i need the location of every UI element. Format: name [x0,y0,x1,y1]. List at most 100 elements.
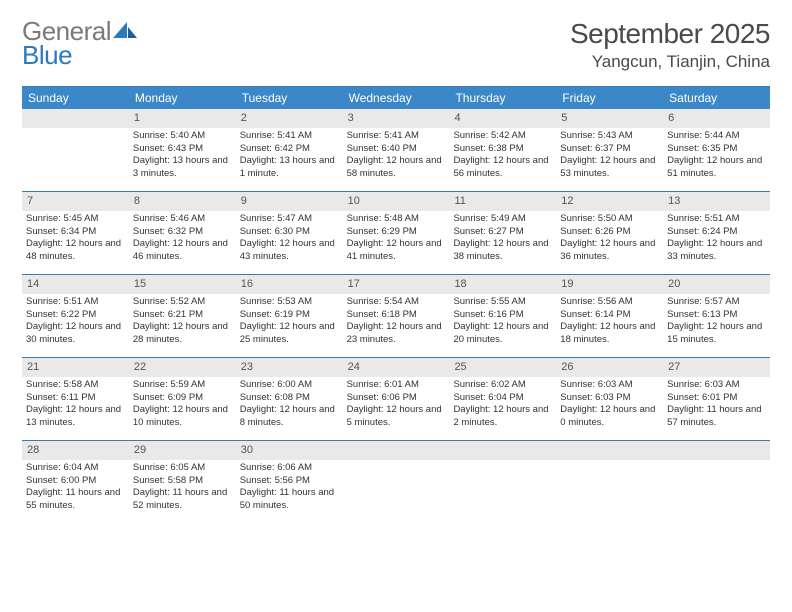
day-number: 26 [556,358,663,377]
daylight-line: Daylight: 12 hours and 5 minutes. [347,404,446,430]
sunset-line: Sunset: 6:40 PM [347,143,446,156]
daylight-line: Daylight: 12 hours and 2 minutes. [453,404,552,430]
page-header: GeneralBlue September 2025 Yangcun, Tian… [22,18,770,72]
day-details: Sunrise: 5:43 AMSunset: 6:37 PMDaylight:… [556,128,663,187]
day-number: 6 [663,109,770,128]
day-number: 14 [22,275,129,294]
day-details: Sunrise: 5:45 AMSunset: 6:34 PMDaylight:… [22,211,129,270]
sunrise-line: Sunrise: 5:44 AM [667,130,766,143]
day-number: 18 [449,275,556,294]
day-number: 20 [663,275,770,294]
sunset-line: Sunset: 6:13 PM [667,309,766,322]
daylight-line: Daylight: 12 hours and 8 minutes. [240,404,339,430]
empty-day [22,109,129,191]
calendar: SundayMondayTuesdayWednesdayThursdayFrid… [22,86,770,523]
day-5: 5Sunrise: 5:43 AMSunset: 6:37 PMDaylight… [556,109,663,191]
sunset-line: Sunset: 6:26 PM [560,226,659,239]
day-21: 21Sunrise: 5:58 AMSunset: 6:11 PMDayligh… [22,358,129,440]
day-details: Sunrise: 5:41 AMSunset: 6:40 PMDaylight:… [343,128,450,187]
sunrise-line: Sunrise: 5:46 AM [133,213,232,226]
sunset-line: Sunset: 6:34 PM [26,226,125,239]
day-details: Sunrise: 6:06 AMSunset: 5:56 PMDaylight:… [236,460,343,519]
dow-friday: Friday [556,87,663,109]
empty-day [663,441,770,523]
week-row: 21Sunrise: 5:58 AMSunset: 6:11 PMDayligh… [22,358,770,441]
day-27: 27Sunrise: 6:03 AMSunset: 6:01 PMDayligh… [663,358,770,440]
sunset-line: Sunset: 6:09 PM [133,392,232,405]
daylight-line: Daylight: 11 hours and 52 minutes. [133,487,232,513]
day-details: Sunrise: 5:53 AMSunset: 6:19 PMDaylight:… [236,294,343,353]
day-number [22,109,129,128]
sunset-line: Sunset: 6:38 PM [453,143,552,156]
daylight-line: Daylight: 12 hours and 10 minutes. [133,404,232,430]
day-25: 25Sunrise: 6:02 AMSunset: 6:04 PMDayligh… [449,358,556,440]
sunrise-line: Sunrise: 5:41 AM [240,130,339,143]
day-details: Sunrise: 5:57 AMSunset: 6:13 PMDaylight:… [663,294,770,353]
day-details: Sunrise: 6:05 AMSunset: 5:58 PMDaylight:… [129,460,236,519]
dow-wednesday: Wednesday [343,87,450,109]
day-number: 9 [236,192,343,211]
daylight-line: Daylight: 12 hours and 15 minutes. [667,321,766,347]
day-details: Sunrise: 5:58 AMSunset: 6:11 PMDaylight:… [22,377,129,436]
empty-day [343,441,450,523]
sunrise-line: Sunrise: 5:41 AM [347,130,446,143]
sunset-line: Sunset: 6:22 PM [26,309,125,322]
day-11: 11Sunrise: 5:49 AMSunset: 6:27 PMDayligh… [449,192,556,274]
daylight-line: Daylight: 12 hours and 41 minutes. [347,238,446,264]
day-details: Sunrise: 5:49 AMSunset: 6:27 PMDaylight:… [449,211,556,270]
day-number: 24 [343,358,450,377]
sunrise-line: Sunrise: 6:06 AM [240,462,339,475]
day-19: 19Sunrise: 5:56 AMSunset: 6:14 PMDayligh… [556,275,663,357]
daylight-line: Daylight: 12 hours and 58 minutes. [347,155,446,181]
day-6: 6Sunrise: 5:44 AMSunset: 6:35 PMDaylight… [663,109,770,191]
sunrise-line: Sunrise: 5:57 AM [667,296,766,309]
sunrise-line: Sunrise: 5:59 AM [133,379,232,392]
day-number [343,441,450,460]
sunset-line: Sunset: 6:01 PM [667,392,766,405]
week-row: 28Sunrise: 6:04 AMSunset: 6:00 PMDayligh… [22,441,770,523]
daylight-line: Daylight: 12 hours and 48 minutes. [26,238,125,264]
day-details: Sunrise: 5:40 AMSunset: 6:43 PMDaylight:… [129,128,236,187]
day-number: 29 [129,441,236,460]
daylight-line: Daylight: 12 hours and 36 minutes. [560,238,659,264]
title-block: September 2025 Yangcun, Tianjin, China [570,18,770,72]
sunrise-line: Sunrise: 5:51 AM [26,296,125,309]
day-number: 21 [22,358,129,377]
title-location: Yangcun, Tianjin, China [570,52,770,72]
day-number: 10 [343,192,450,211]
day-26: 26Sunrise: 6:03 AMSunset: 6:03 PMDayligh… [556,358,663,440]
day-20: 20Sunrise: 5:57 AMSunset: 6:13 PMDayligh… [663,275,770,357]
daylight-line: Daylight: 12 hours and 30 minutes. [26,321,125,347]
sunrise-line: Sunrise: 5:54 AM [347,296,446,309]
sunset-line: Sunset: 6:18 PM [347,309,446,322]
sunset-line: Sunset: 6:14 PM [560,309,659,322]
day-18: 18Sunrise: 5:55 AMSunset: 6:16 PMDayligh… [449,275,556,357]
day-3: 3Sunrise: 5:41 AMSunset: 6:40 PMDaylight… [343,109,450,191]
daylight-line: Daylight: 12 hours and 28 minutes. [133,321,232,347]
day-10: 10Sunrise: 5:48 AMSunset: 6:29 PMDayligh… [343,192,450,274]
daylight-line: Daylight: 12 hours and 20 minutes. [453,321,552,347]
brand-part2: Blue [22,42,139,68]
day-number: 30 [236,441,343,460]
day-details: Sunrise: 6:04 AMSunset: 6:00 PMDaylight:… [22,460,129,519]
day-details: Sunrise: 5:59 AMSunset: 6:09 PMDaylight:… [129,377,236,436]
day-details: Sunrise: 5:56 AMSunset: 6:14 PMDaylight:… [556,294,663,353]
day-details: Sunrise: 5:41 AMSunset: 6:42 PMDaylight:… [236,128,343,187]
sunset-line: Sunset: 5:56 PM [240,475,339,488]
daylight-line: Daylight: 12 hours and 13 minutes. [26,404,125,430]
day-number [556,441,663,460]
sunrise-line: Sunrise: 5:43 AM [560,130,659,143]
daylight-line: Daylight: 12 hours and 18 minutes. [560,321,659,347]
daylight-line: Daylight: 12 hours and 56 minutes. [453,155,552,181]
day-1: 1Sunrise: 5:40 AMSunset: 6:43 PMDaylight… [129,109,236,191]
day-30: 30Sunrise: 6:06 AMSunset: 5:56 PMDayligh… [236,441,343,523]
day-details: Sunrise: 5:44 AMSunset: 6:35 PMDaylight:… [663,128,770,187]
day-number: 7 [22,192,129,211]
day-number: 8 [129,192,236,211]
day-details: Sunrise: 5:42 AMSunset: 6:38 PMDaylight:… [449,128,556,187]
empty-day [449,441,556,523]
dow-header-row: SundayMondayTuesdayWednesdayThursdayFrid… [22,87,770,109]
sunrise-line: Sunrise: 6:00 AM [240,379,339,392]
sunset-line: Sunset: 6:43 PM [133,143,232,156]
daylight-line: Daylight: 12 hours and 0 minutes. [560,404,659,430]
